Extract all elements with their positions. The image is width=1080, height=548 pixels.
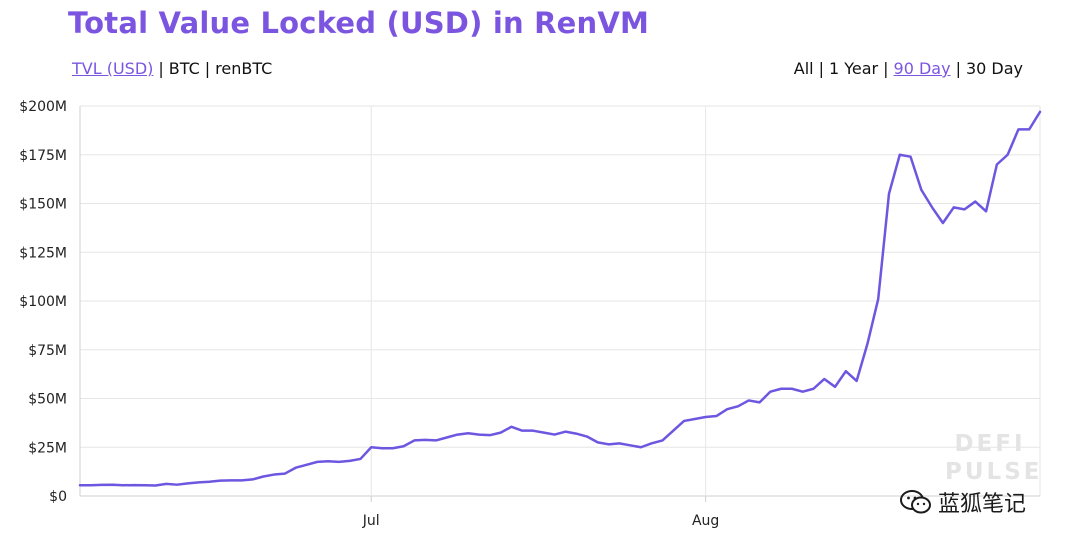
y-tick-label: $125M bbox=[19, 245, 67, 261]
defi-pulse-watermark: DEFI PULSE bbox=[945, 430, 1043, 486]
range-toggle-group: All | 1 Year | 90 Day | 30 Day bbox=[794, 59, 1023, 78]
wechat-icon bbox=[900, 490, 931, 514]
tvl-series-line bbox=[78, 110, 1042, 487]
watermark-line1: DEFI bbox=[954, 431, 1026, 457]
range-option-1-year[interactable]: 1 Year bbox=[828, 59, 879, 78]
range-option-90-day[interactable]: 90 Day bbox=[893, 59, 951, 78]
y-tick-label: $175M bbox=[19, 148, 67, 164]
y-tick-label: $150M bbox=[19, 197, 67, 213]
metric-option-tvl-usd[interactable]: TVL (USD) bbox=[72, 59, 154, 78]
separator: | bbox=[158, 59, 164, 78]
account-name: 蓝狐笔记 bbox=[938, 492, 1027, 517]
metric-option-renbtc[interactable]: renBTC bbox=[215, 59, 273, 78]
y-tick-label: $100M bbox=[19, 294, 67, 310]
metric-option-btc[interactable]: BTC bbox=[168, 59, 200, 78]
separator: | bbox=[204, 59, 211, 78]
separator: | bbox=[818, 59, 824, 78]
wechat-account-watermark: 蓝狐笔记 bbox=[900, 486, 1026, 518]
range-option-all[interactable]: All bbox=[793, 59, 814, 78]
x-tick-label: Jul bbox=[362, 513, 380, 529]
range-option-30-day[interactable]: 30 Day bbox=[965, 59, 1023, 78]
chart-title: Total Value Locked (USD) in RenVM bbox=[68, 6, 650, 40]
watermark-line2: PULSE bbox=[945, 459, 1043, 485]
y-tick-label: $50M bbox=[28, 392, 67, 408]
y-tick-label: $0 bbox=[49, 489, 67, 505]
metric-toggle-group: TVL (USD) | BTC | renBTC bbox=[72, 59, 272, 78]
separator: | bbox=[883, 59, 889, 78]
separator: | bbox=[955, 59, 961, 78]
y-tick-label: $25M bbox=[28, 440, 67, 456]
y-tick-label: $200M bbox=[19, 99, 67, 115]
y-tick-label: $75M bbox=[28, 343, 67, 359]
x-tick-label: Aug bbox=[692, 513, 719, 529]
